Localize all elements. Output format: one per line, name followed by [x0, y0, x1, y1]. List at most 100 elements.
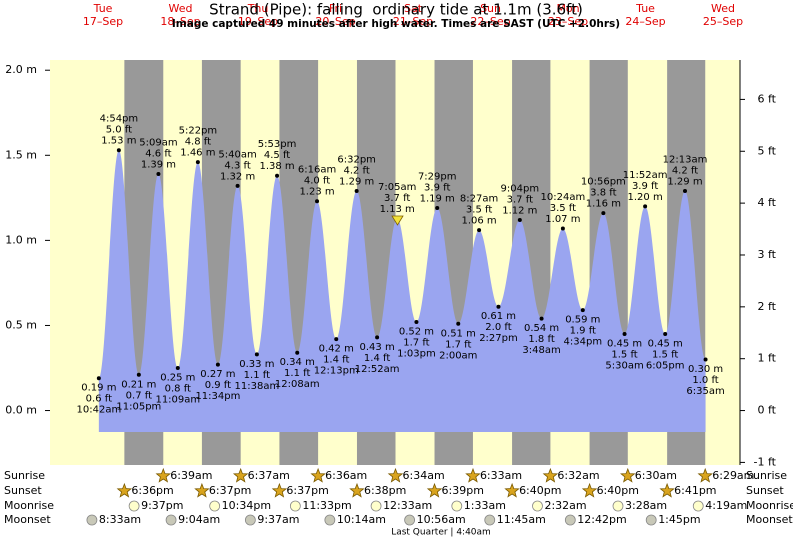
tide-point	[517, 217, 522, 222]
tide-time: 5:09am	[139, 138, 177, 149]
tide-time: 12:52am	[355, 364, 400, 375]
tide-height-m: 1.46 m	[180, 148, 215, 159]
sunset-time: 6:40pm	[519, 484, 561, 497]
tide-point	[580, 308, 585, 313]
tide-height-ft: 3.5 ft	[466, 205, 492, 216]
day-weekday: Tue	[635, 2, 655, 15]
chart-title: Strand (Pipe): falling ordinary tide at …	[209, 1, 583, 19]
tide-height-m: 0.59 m	[565, 315, 600, 326]
moonrise-time: 3:28am	[625, 499, 667, 512]
moonrise-icon	[128, 500, 140, 512]
sunrise-time: 6:39am	[170, 469, 212, 482]
tide-time: 5:40am	[218, 149, 256, 160]
tide-time: 12:13am	[663, 155, 708, 166]
tide-height-ft: 4.6 ft	[145, 149, 171, 160]
tide-point	[175, 366, 180, 371]
moonset-time: 8:33am	[99, 513, 141, 526]
moonrise-time: 2:32am	[544, 499, 586, 512]
tide-point	[215, 362, 220, 367]
tide-height-m: 0.21 m	[121, 379, 156, 390]
tide-point	[254, 352, 259, 357]
sunset-icon	[271, 482, 288, 498]
tide-time: 5:30am	[605, 360, 643, 371]
tide-height-m: 0.34 m	[280, 357, 315, 368]
tide-time: 5:22pm	[179, 126, 218, 137]
moonset-icon	[324, 514, 336, 526]
tide-height-m: 0.19 m	[81, 383, 116, 394]
tide-height-ft: 3.7 ft	[507, 194, 533, 205]
tide-height-m: 0.45 m	[648, 338, 683, 349]
tide-height-ft: 3.9 ft	[424, 183, 450, 194]
moonset-time: 1:45pm	[658, 513, 700, 526]
tide-height-m: 0.30 m	[688, 364, 723, 375]
tide-time: 10:56pm	[581, 177, 626, 188]
tide-point	[622, 331, 627, 336]
day-date: 22–Sep	[470, 15, 510, 28]
tide-time: 7:05am	[378, 182, 416, 193]
tide-time: 2:27pm	[479, 333, 518, 344]
tide-height-m: 1.29 m	[339, 177, 374, 188]
sunrise-time: 6:29am	[712, 469, 754, 482]
moon-phase: Last Quarter | 4:40am	[391, 528, 491, 538]
tide-height-m: 1.23 m	[299, 187, 334, 198]
tide-point	[334, 337, 339, 342]
tide-point	[663, 331, 668, 336]
moonset-icon	[165, 514, 177, 526]
tide-height-ft: 0.9 ft	[205, 380, 231, 391]
tide-height-ft: 1.5 ft	[611, 349, 637, 360]
moonset-time: 10:56am	[417, 513, 466, 526]
sunset-time: 6:38pm	[364, 484, 406, 497]
tide-height-m: 0.25 m	[160, 373, 195, 384]
sunset-icon	[116, 482, 133, 498]
tide-time: 6:16am	[298, 165, 336, 176]
y-tick-label: 0.5 m	[5, 318, 37, 331]
tide-height-ft: 2.0 ft	[485, 322, 511, 333]
tide-point	[375, 335, 380, 340]
sunrise-time: 6:34am	[403, 469, 445, 482]
tide-height-ft: 4.2 ft	[672, 166, 698, 177]
tide-point	[414, 320, 419, 325]
tide-time: 3:48am	[522, 345, 560, 356]
y2-tick-label: 1 ft	[758, 352, 777, 365]
tide-point	[295, 350, 300, 355]
row-label: Moonset	[746, 513, 793, 526]
tide-area	[98, 150, 706, 432]
day-weekday: Sun	[480, 2, 501, 15]
tide-point	[560, 226, 565, 231]
sunset-time: 6:40pm	[597, 484, 639, 497]
tide-height-m: 1.53 m	[101, 136, 136, 147]
tide-height-ft: 1.7 ft	[445, 339, 471, 350]
tide-time: 2:00am	[439, 350, 477, 361]
moonset-time: 10:14am	[337, 513, 386, 526]
day-date: 17–Sep	[83, 15, 123, 28]
row-label: Sunrise	[746, 469, 787, 482]
tide-height-m: 0.33 m	[239, 359, 274, 370]
tide-height-ft: 0.7 ft	[126, 390, 152, 401]
tide-height-m: 1.38 m	[259, 161, 294, 172]
sunset-time: 6:41pm	[674, 484, 716, 497]
tide-height-m: 0.42 m	[319, 344, 354, 355]
tide-point	[156, 172, 161, 177]
tide-time: 10:24am	[541, 192, 586, 203]
tide-height-m: 1.06 m	[461, 216, 496, 227]
y2-tick-label: 5 ft	[758, 144, 777, 157]
sunrise-time: 6:30am	[635, 469, 677, 482]
tide-point	[643, 204, 648, 209]
tide-time: 11:38am	[235, 381, 280, 392]
sunrise-icon	[387, 467, 404, 483]
moonrise-icon	[532, 500, 543, 512]
sunrise-icon	[542, 467, 559, 483]
tide-height-m: 1.13 m	[380, 204, 415, 215]
background-layer	[50, 60, 740, 465]
tide-height-ft: 1.4 ft	[364, 353, 390, 364]
tide-point	[601, 211, 606, 216]
tide-height-ft: 0.6 ft	[86, 394, 112, 405]
y-tick-label: 1.0 m	[5, 233, 37, 246]
moonrise-time: 10:34pm	[222, 499, 271, 512]
tide-height-m: 1.16 m	[586, 199, 621, 210]
tide-height-ft: 1.8 ft	[528, 334, 554, 345]
tide-height-m: 1.29 m	[667, 177, 702, 188]
row-label: Sunset	[4, 484, 42, 497]
tide-time: 11:05pm	[116, 401, 161, 412]
y2-tick-label: 3 ft	[758, 248, 777, 261]
